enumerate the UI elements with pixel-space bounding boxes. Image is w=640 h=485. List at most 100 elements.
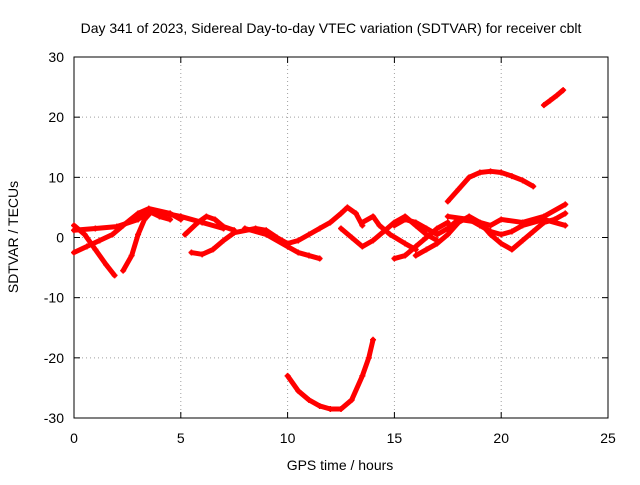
data-point bbox=[211, 216, 218, 223]
data-point bbox=[194, 219, 201, 226]
data-point bbox=[519, 237, 526, 244]
data-point bbox=[370, 213, 377, 220]
x-tick-label: 0 bbox=[70, 430, 78, 446]
data-point bbox=[498, 216, 505, 223]
data-point bbox=[560, 87, 567, 94]
data-point bbox=[519, 177, 526, 184]
series-track-15 bbox=[444, 168, 537, 205]
data-point bbox=[444, 213, 451, 220]
data-point bbox=[487, 168, 494, 175]
data-point bbox=[423, 234, 430, 241]
data-point bbox=[434, 240, 441, 247]
data-point bbox=[284, 240, 291, 247]
series-track-12 bbox=[391, 219, 451, 262]
data-point bbox=[370, 237, 377, 244]
x-tick-label: 10 bbox=[280, 430, 296, 446]
data-point bbox=[553, 92, 560, 99]
data-point bbox=[376, 222, 383, 229]
y-tick-label: -20 bbox=[44, 350, 64, 366]
series-trace bbox=[359, 213, 419, 253]
data-point bbox=[365, 354, 372, 361]
data-point bbox=[508, 173, 515, 180]
y-axis-title: SDTVAR / TECUs bbox=[5, 181, 21, 293]
data-point bbox=[241, 225, 248, 232]
data-point bbox=[177, 216, 184, 223]
series-trace bbox=[541, 87, 566, 108]
data-point bbox=[540, 216, 547, 223]
data-point bbox=[352, 210, 359, 217]
data-point bbox=[487, 228, 494, 235]
data-point bbox=[498, 240, 505, 247]
data-point bbox=[92, 225, 99, 232]
data-point bbox=[344, 204, 351, 211]
data-point bbox=[359, 219, 366, 226]
data-point bbox=[120, 222, 127, 229]
data-point bbox=[402, 252, 409, 259]
x-tick-label: 15 bbox=[387, 430, 403, 446]
data-point bbox=[220, 237, 227, 244]
data-point bbox=[562, 201, 569, 208]
data-point bbox=[498, 231, 505, 238]
data-point bbox=[156, 213, 163, 220]
data-point bbox=[498, 169, 505, 176]
data-point bbox=[141, 216, 148, 223]
data-point bbox=[338, 210, 344, 217]
data-point bbox=[412, 243, 419, 250]
data-series bbox=[71, 87, 569, 412]
data-point bbox=[402, 216, 409, 223]
data-point bbox=[540, 102, 547, 109]
data-point bbox=[508, 228, 515, 235]
series-track-8 bbox=[284, 204, 366, 247]
data-point bbox=[444, 231, 451, 238]
data-point bbox=[348, 396, 355, 403]
data-point bbox=[316, 225, 323, 232]
data-point bbox=[295, 249, 302, 256]
data-point bbox=[128, 252, 135, 259]
series-trace bbox=[188, 225, 291, 257]
y-tick-label: 30 bbox=[48, 49, 64, 65]
data-point bbox=[305, 252, 312, 259]
data-point bbox=[135, 210, 142, 217]
data-point bbox=[305, 396, 312, 403]
data-point bbox=[263, 231, 270, 238]
data-point bbox=[402, 240, 409, 247]
series-track-17 bbox=[540, 87, 567, 109]
data-point bbox=[295, 387, 302, 394]
data-point bbox=[83, 243, 90, 250]
y-tick-label: -10 bbox=[44, 290, 64, 306]
data-point bbox=[444, 219, 451, 226]
data-point bbox=[359, 243, 366, 250]
data-point bbox=[444, 198, 451, 205]
y-tick-label: 10 bbox=[48, 169, 64, 185]
data-point bbox=[199, 251, 206, 258]
data-point bbox=[327, 405, 334, 412]
data-point bbox=[519, 222, 526, 229]
data-point bbox=[135, 231, 142, 238]
y-axis: -30 -20 -10 0 10 20 30 bbox=[44, 49, 608, 426]
data-point bbox=[338, 225, 344, 232]
data-point bbox=[359, 372, 366, 379]
data-point bbox=[96, 237, 103, 244]
data-point bbox=[423, 246, 430, 253]
data-point bbox=[466, 174, 473, 181]
series-track-3 bbox=[71, 222, 118, 279]
series-track-9 bbox=[284, 336, 377, 412]
data-point bbox=[111, 272, 118, 279]
data-point bbox=[209, 246, 216, 253]
y-tick-label: 20 bbox=[48, 109, 64, 125]
data-point bbox=[81, 231, 88, 238]
data-point bbox=[434, 231, 441, 238]
data-point bbox=[145, 205, 152, 212]
data-point bbox=[412, 219, 419, 226]
data-point bbox=[547, 97, 554, 104]
data-point bbox=[182, 231, 189, 238]
series-track-11 bbox=[359, 213, 419, 253]
data-point bbox=[284, 372, 291, 379]
data-point bbox=[316, 255, 323, 262]
data-point bbox=[476, 222, 483, 229]
series-track-5 bbox=[182, 213, 238, 238]
x-axis: 0 5 10 15 20 25 bbox=[70, 57, 616, 446]
data-point bbox=[135, 216, 142, 223]
data-point bbox=[92, 246, 99, 253]
